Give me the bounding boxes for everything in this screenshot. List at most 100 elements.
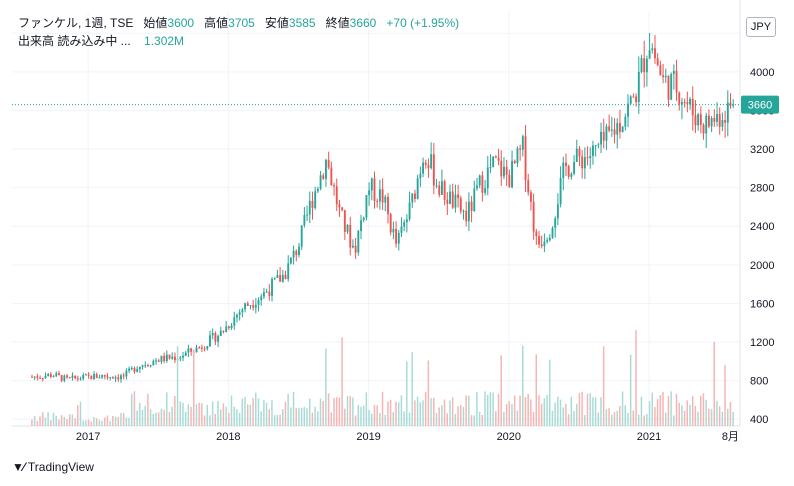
volume-bar [130,393,133,426]
candle-body [718,114,721,127]
volume-bar [155,412,157,426]
volume-bar [55,415,57,426]
volume-bar [120,413,122,426]
volume-bar [492,392,494,426]
volume-bar [624,405,626,426]
candle-body [287,263,290,280]
candle-body [171,356,174,359]
volume-bar [478,411,481,426]
volume-bar [535,354,537,426]
volume-bar [605,409,608,426]
candle-body [311,200,314,208]
volume-bar [317,411,319,426]
volume-bar [710,409,713,426]
price-tick-label: 3200 [750,144,774,156]
volume-bar [319,398,322,426]
volume-bar [171,406,173,426]
candle-body [87,374,90,376]
volume-bar [683,410,686,426]
volume-bar [697,411,699,426]
symbol-label[interactable]: ファンケル, 1週, TSE [18,16,134,30]
volume-bar [597,412,600,426]
candle-body [489,167,492,169]
candle-body [349,225,352,248]
candle-body [168,354,171,359]
volume-bar [368,410,370,426]
candle-body [378,189,381,202]
candle-body [683,102,686,104]
volume-bar [373,404,376,426]
candle-body [543,241,546,247]
volume-bar [465,395,467,426]
candle-body [300,225,303,247]
candle-body [316,188,319,192]
volume-bar [586,393,589,426]
candle-body [705,115,708,134]
volume-bar [419,402,422,426]
volume-bar [193,349,195,426]
volume-bar [441,405,443,426]
candle-body [494,156,497,158]
candle-body [265,291,268,293]
candle-body [422,162,424,174]
candle-body [562,162,565,179]
volume-bar [144,405,146,426]
candle-body [570,173,573,177]
volume-bar [497,393,500,426]
candle-body [330,167,333,186]
candle-body [578,148,581,157]
volume-bar [435,413,438,426]
candle-body [397,232,400,244]
volume-bar [85,420,87,426]
volume-bar [424,391,427,426]
candle-body [214,333,217,342]
volume-bar [716,400,718,426]
volume-bar [63,416,66,426]
candle-body [524,136,527,181]
volume-bar [90,421,93,426]
candle-body [122,375,125,377]
volume-bar [594,397,597,426]
volume-bar [330,412,333,426]
candle-body [246,303,249,306]
candle-body [637,72,640,103]
candle-body [130,368,133,370]
volume-bar [125,417,128,426]
volume-bar [519,395,521,426]
change-value: +70 (+1.95%) [386,16,460,30]
candle-body [672,70,675,74]
candle-body [710,118,713,127]
volume-bar [538,395,540,426]
volume-bar [287,393,289,426]
price-tick-label: 2000 [750,260,774,272]
candle-body [508,174,511,188]
volume-bar [476,391,478,426]
volume-bar [47,412,49,426]
volume-bar [524,397,527,426]
volume-bar [371,413,373,426]
volume-bar [459,405,462,426]
candle-body [252,305,255,308]
volume-bar [117,416,119,426]
candle-body [597,144,600,146]
volume-bar [530,399,532,426]
candle-body [84,374,87,376]
candle-body [200,347,203,349]
volume-bar [443,399,446,426]
candle-body [554,218,557,228]
candle-body [602,131,605,141]
volume-bar [41,412,44,426]
candle-body [408,202,411,220]
tradingview-brand[interactable]: ▼⁄ TradingView [12,460,94,474]
volume-bar [74,418,76,426]
volume-bar [446,413,448,426]
candle-body [726,102,729,123]
volume-bar [554,402,556,426]
candle-body [446,199,449,204]
candle-body [74,375,77,379]
currency-button[interactable]: JPY [746,17,776,37]
volume-bar [157,412,160,426]
candle-body [209,335,211,347]
volume-bar [236,409,238,426]
